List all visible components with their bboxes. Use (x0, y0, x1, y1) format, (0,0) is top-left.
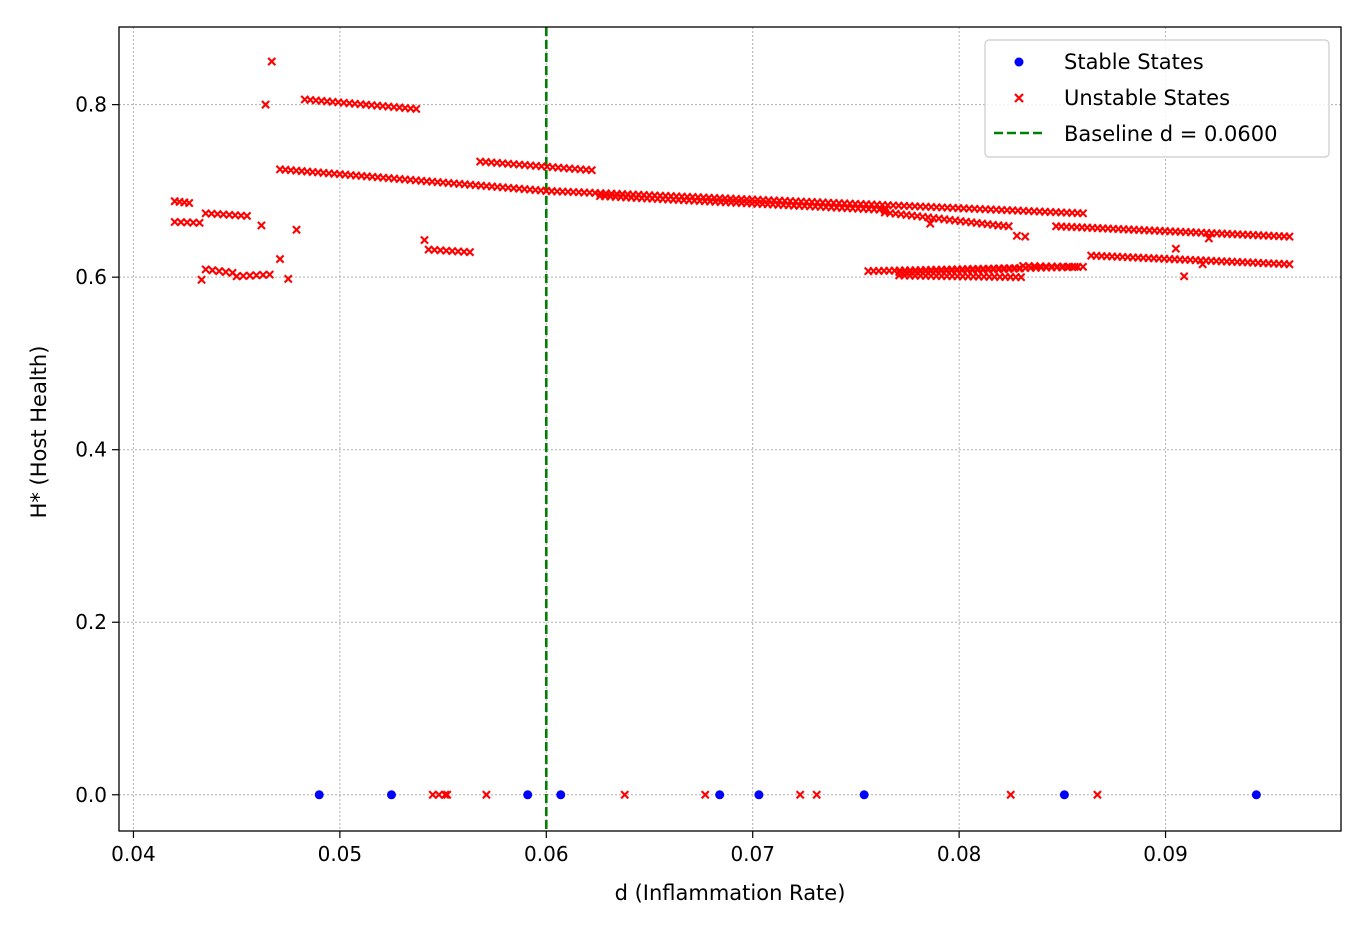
unstable-point (1014, 264, 1024, 273)
unstable-point (1004, 221, 1014, 231)
unstable-point (283, 274, 293, 284)
unstable-point (482, 790, 491, 800)
unstable-point (420, 235, 429, 245)
unstable-point (1179, 271, 1189, 281)
legend-stable-label: Stable States (1064, 50, 1204, 74)
y-tick-label: 0.6 (75, 265, 107, 289)
unstable-point (1171, 244, 1181, 254)
unstable-point (812, 790, 822, 800)
unstable-point (1016, 272, 1026, 282)
x-tick-label: 0.07 (730, 842, 775, 866)
legend-baseline-label: Baseline d = 0.0600 (1064, 122, 1277, 146)
unstable-point (214, 266, 224, 276)
unstable-point (221, 267, 231, 277)
axis-ticks: 0.04 0.05 0.06 0.07 0.08 0.09 0.0 0.2 0.4 0.6 0.8 (75, 93, 1188, 866)
stable-point (859, 790, 869, 800)
stable-point (523, 790, 533, 800)
unstable-point (465, 247, 475, 257)
unstable-point (261, 100, 270, 109)
unstable-point (880, 205, 890, 215)
stable-point (754, 790, 764, 800)
unstable-point (440, 790, 450, 800)
x-tick-label: 0.06 (524, 842, 569, 866)
unstable-point (1020, 232, 1030, 241)
x-tick-label: 0.04 (111, 842, 156, 866)
x-tick-label: 0.09 (1143, 842, 1188, 866)
unstable-point (620, 790, 630, 800)
unstable-point (184, 198, 194, 208)
unstable-point (197, 275, 206, 285)
unstable-point (257, 221, 266, 230)
plot-frame (118, 26, 1342, 832)
stable-point (1251, 790, 1261, 800)
unstable-point (587, 165, 597, 175)
legend-stable-marker (1014, 57, 1024, 67)
stable-point (715, 790, 725, 800)
legend-unstable-label: Unstable States (1064, 86, 1230, 110)
stable-point (386, 790, 396, 800)
unstable-point (700, 790, 710, 800)
unstable-point (292, 225, 301, 235)
y-tick-label: 0.2 (75, 610, 107, 634)
x-tick-label: 0.08 (937, 842, 982, 866)
y-axis-label: H* (Host Health) (27, 346, 51, 519)
unstable-point (442, 790, 452, 800)
unstable-point (1012, 231, 1022, 241)
unstable-point (1093, 790, 1102, 800)
unstable-point (265, 270, 275, 279)
data-points (170, 57, 1294, 800)
unstable-point (201, 265, 211, 274)
unstable-point (925, 219, 935, 229)
stable-point (556, 790, 566, 800)
unstable-point (1070, 262, 1080, 272)
legend-box (984, 39, 1330, 158)
y-tick-label: 0.0 (75, 783, 107, 807)
unstable-point (195, 218, 204, 228)
unstable-point (1078, 262, 1088, 272)
unstable-point (1285, 259, 1294, 269)
unstable-point (1006, 790, 1016, 800)
unstable-point (267, 57, 277, 66)
unstable-point (411, 104, 421, 114)
x-axis-label: d (Inflammation Rate) (615, 881, 846, 905)
y-tick-label: 0.4 (75, 438, 107, 462)
unstable-point (1078, 208, 1088, 218)
stable-point (314, 790, 324, 800)
x-tick-label: 0.05 (318, 842, 363, 866)
unstable-point (1204, 234, 1214, 243)
unstable-point (208, 265, 217, 275)
unstable-point (1285, 232, 1294, 241)
legend: Stable States Unstable States Baseline d… (984, 39, 1330, 158)
unstable-point (275, 254, 285, 264)
y-tick-label: 0.8 (75, 93, 107, 117)
stable-point (1059, 790, 1069, 800)
unstable-point (795, 790, 805, 800)
unstable-point (242, 211, 252, 221)
legend-unstable-marker (1014, 93, 1024, 103)
